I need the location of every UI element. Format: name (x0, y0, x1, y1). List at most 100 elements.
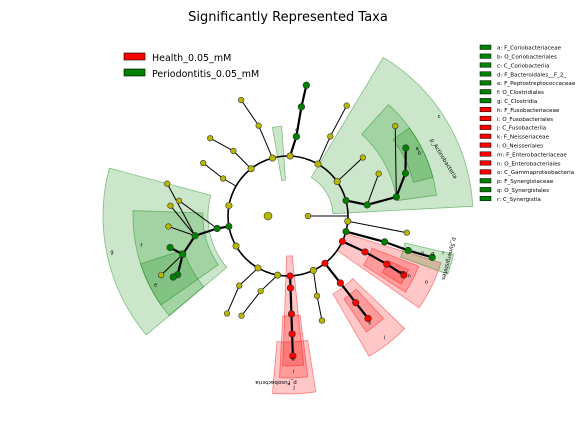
tree-link (300, 85, 308, 108)
chart-title: Significantly Represented Taxa (188, 10, 388, 25)
tree-link (336, 157, 364, 182)
taxa-swatch-i (479, 115, 492, 121)
tree-node (361, 248, 369, 256)
group-legend: Health_0.05_mM Periodontitis_0.05_mM (123, 52, 259, 80)
sector-letter-d: d (295, 127, 298, 133)
tree-node (383, 260, 391, 268)
taxa-swatch-r (479, 196, 492, 202)
tree-node (158, 272, 165, 279)
root-node (263, 211, 273, 221)
taxa-label-c: c: C_Coriobacteriia (497, 63, 550, 69)
tree-nodes (158, 81, 436, 360)
tree-node (286, 272, 294, 280)
tree-link (312, 270, 318, 296)
sector-letter-e: e (154, 282, 157, 288)
legend-label-health: Health_0.05_mM (152, 53, 231, 64)
tree-link (395, 172, 407, 198)
sector-letter-c: c (438, 114, 441, 120)
taxa-label-g: g: C_Clostridia (497, 99, 537, 105)
tree-node (274, 271, 282, 279)
tree-link (260, 274, 278, 292)
taxa-swatch-l (479, 142, 492, 148)
tree-node (179, 250, 187, 258)
taxa-swatch-m (479, 151, 492, 157)
clade-sectors (102, 56, 474, 395)
tree-link (366, 195, 397, 206)
tree-node (166, 243, 174, 252)
tree-node (403, 229, 410, 236)
tree-node (402, 144, 410, 152)
sector-letter-g: g (110, 249, 113, 255)
taxa-swatch-e (479, 80, 492, 86)
taxa-swatch-p (479, 178, 492, 184)
sector-letter-k: k (368, 321, 371, 327)
tree-node (289, 352, 297, 360)
tree-link (238, 267, 259, 286)
tree-node (288, 330, 296, 338)
tree-link (226, 285, 240, 314)
tree-node (286, 284, 295, 292)
sector-letter-n: n (408, 274, 411, 280)
taxa-swatch-g (479, 98, 492, 104)
taxa-label-q: q: O_Synergistales (497, 188, 549, 194)
taxa-swatch-b (479, 53, 492, 59)
tree-node (286, 152, 294, 160)
tree-node (404, 246, 412, 255)
taxa-label-p: p: F_Synergistaceae (497, 179, 554, 185)
clade-sector (400, 242, 455, 275)
tree-node (287, 310, 296, 318)
tree-node (327, 133, 334, 140)
tree-link (329, 105, 348, 137)
tree-node (167, 202, 174, 209)
taxa-legend: a: F_Coriobacteriaceae b: O_Coriobacteria… (479, 44, 576, 203)
taxa-swatch-c (479, 62, 492, 68)
tree-node (352, 299, 360, 307)
sector-letter-p: p (421, 251, 424, 257)
tree-node (254, 264, 262, 272)
taxa-label-b: b: O_Coriobacteriales (497, 55, 557, 61)
tree-link (345, 199, 368, 206)
tree-node (338, 237, 346, 245)
clade-sector-b (361, 103, 437, 202)
tree-node (380, 238, 389, 246)
taxa-swatch-o (479, 169, 492, 175)
tree-node (207, 135, 214, 142)
sector-letter-j: j (292, 385, 294, 391)
tree-node (232, 242, 240, 250)
tree-link (407, 249, 433, 259)
tree-link (258, 125, 273, 159)
clade-sector-a (392, 127, 434, 183)
tree-node (236, 282, 243, 289)
tree-node (428, 253, 436, 261)
tree-node (375, 170, 382, 177)
tree-link (160, 253, 184, 276)
tree-links (160, 85, 433, 356)
tree-node (292, 132, 300, 141)
tree-node (165, 223, 172, 230)
tree-link (170, 205, 196, 237)
tree-link (289, 287, 293, 314)
taxa-swatch-d (479, 71, 492, 77)
tree-node (230, 147, 237, 154)
legend-label-periodontitis: Periodontitis_0.05_mM (152, 69, 259, 80)
sector-letter-l: l (384, 336, 385, 342)
taxa-label-r: r: C_Synergistia (497, 197, 541, 203)
sector-letter-h: h (291, 357, 294, 363)
tree-link (168, 225, 196, 237)
tree-node (247, 165, 255, 173)
tree-node (392, 122, 399, 130)
tree-node (342, 228, 350, 236)
taxa-label-n: n: O_Enterobacteriales (497, 161, 561, 167)
tree-link (209, 137, 234, 152)
phylum-label-fusobacteria: p_Fusobacteria (255, 379, 296, 385)
tree-node (336, 279, 344, 287)
taxa-swatch-a (479, 44, 492, 50)
tree-node (318, 317, 326, 324)
tree-link (295, 106, 303, 137)
tree-node (219, 175, 227, 182)
tree-node (225, 222, 233, 230)
tree-link (394, 126, 397, 197)
sector-letter-q: q (431, 251, 434, 257)
taxa-label-h: h: F_Fusobacteriaceae (497, 108, 560, 114)
